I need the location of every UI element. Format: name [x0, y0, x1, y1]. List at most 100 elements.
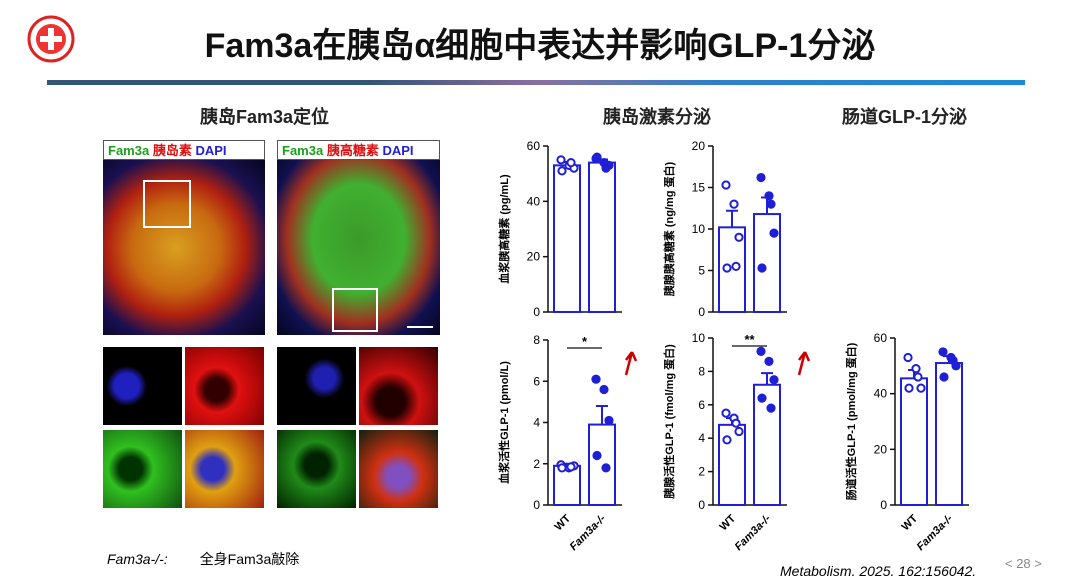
micrograph-tile — [359, 430, 438, 508]
y-tick-label: 60 — [874, 331, 888, 345]
data-point — [769, 228, 779, 238]
y-tick-label: 4 — [698, 431, 705, 445]
y-tick-label: 40 — [874, 387, 888, 401]
footnote: Fam3a-/-: 全身Fam3a敲除 — [107, 549, 299, 569]
significance-label: ** — [744, 332, 755, 347]
data-point — [764, 356, 774, 366]
data-point — [766, 199, 776, 209]
error-bar — [761, 372, 773, 385]
y-tick-label: 20 — [874, 442, 888, 456]
micrograph-tile — [103, 430, 182, 508]
data-point — [757, 393, 767, 403]
section-title: 胰岛激素分泌 — [603, 107, 711, 127]
y-tick-label: 8 — [698, 364, 705, 378]
data-point — [939, 372, 949, 382]
data-point — [769, 375, 779, 385]
stain-label: 胰岛素 — [152, 143, 192, 158]
logo — [27, 15, 75, 63]
data-point — [599, 384, 609, 395]
data-point — [592, 450, 602, 461]
bar — [753, 383, 781, 507]
y-tick-label: 20 — [692, 139, 706, 153]
stain-label: DAPI — [382, 143, 414, 158]
data-point — [601, 163, 611, 173]
data-point — [721, 180, 731, 190]
data-point — [938, 347, 948, 357]
data-point — [757, 263, 767, 273]
bar — [553, 164, 581, 313]
micrograph-tile — [103, 347, 182, 425]
section-title: 肠道GLP-1分泌 — [842, 107, 968, 127]
micrograph — [277, 160, 440, 335]
error-bar — [596, 405, 608, 425]
micrograph — [103, 160, 265, 335]
data-point — [592, 152, 602, 162]
y-tick-label: 5 — [698, 264, 705, 278]
increase-arrow — [797, 351, 811, 376]
citation: Metabolism. 2025. 162:156042. — [780, 563, 977, 579]
data-point — [731, 261, 741, 271]
x-tick-label: WT — [553, 512, 574, 533]
y-tick-label: 2 — [533, 457, 540, 471]
y-tick-label: 0 — [698, 498, 705, 512]
footnote-term: Fam3a-/-: — [107, 551, 168, 567]
bar — [718, 423, 746, 506]
error-bar — [726, 209, 738, 228]
stain-label: Fam3a — [282, 143, 324, 158]
micrograph-tile — [359, 347, 438, 425]
stain-label: Fam3a — [108, 143, 150, 158]
data-point — [904, 383, 914, 393]
x-tick-label: Fam3a-/- — [568, 512, 609, 553]
x-tick-label: Fam3a-/- — [733, 512, 774, 553]
data-point — [734, 426, 744, 437]
data-point — [722, 435, 732, 445]
micrograph-tile — [185, 347, 264, 425]
data-point — [729, 199, 739, 209]
y-tick-label: 40 — [527, 194, 541, 208]
data-point — [734, 232, 744, 242]
y-tick-label: 8 — [533, 333, 540, 347]
data-point — [604, 415, 614, 426]
micrograph-tile — [185, 430, 264, 508]
y-axis-label: 血浆胰高糖素 (pg/mL) — [497, 174, 511, 284]
stain-label: DAPI — [195, 143, 227, 158]
y-axis-label: 血浆活性GLP-1 (pmol/L) — [497, 361, 511, 484]
data-point — [566, 158, 576, 168]
stain-legend: Fam3a 胰高糖素 DAPI — [277, 140, 440, 160]
data-point — [566, 462, 576, 472]
x-tick-label: WT — [718, 512, 739, 533]
stain-label: 胰高糖素 — [326, 143, 379, 158]
x-tick-label: WT — [900, 512, 921, 533]
y-axis-label: 肠道活性GLP-1 (pmol/mg 蛋白) — [844, 342, 858, 500]
y-tick-label: 60 — [527, 139, 541, 153]
data-point — [601, 463, 611, 473]
y-tick-label: 2 — [698, 465, 705, 479]
data-point — [557, 166, 567, 176]
y-tick-label: 6 — [533, 374, 540, 388]
y-axis-label: 胰腺胰高糖素 (ng/mg 蛋白) — [662, 161, 676, 297]
data-point — [731, 418, 741, 428]
data-point — [721, 408, 731, 418]
data-point — [556, 155, 566, 165]
page-number: < 28 > — [1005, 556, 1042, 571]
section-title: 胰岛Fam3a定位 — [200, 107, 330, 127]
y-tick-label: 10 — [692, 222, 706, 236]
bar — [753, 213, 781, 313]
data-point — [764, 191, 774, 201]
increase-arrow — [624, 351, 638, 376]
micrograph-tile — [277, 430, 356, 508]
significance-label: * — [582, 334, 588, 349]
y-tick-label: 0 — [533, 498, 540, 512]
data-point — [557, 463, 567, 473]
y-tick-label: 0 — [880, 498, 887, 512]
data-point — [913, 372, 923, 382]
data-point — [903, 352, 913, 363]
data-point — [722, 263, 732, 273]
data-point — [756, 346, 766, 356]
y-axis-label: 胰腺活性GLP-1 (fmol/mg 蛋白) — [662, 344, 676, 500]
y-tick-label: 4 — [533, 416, 540, 430]
footnote-text: 全身Fam3a敲除 — [199, 551, 300, 567]
header-rule — [47, 80, 1025, 85]
